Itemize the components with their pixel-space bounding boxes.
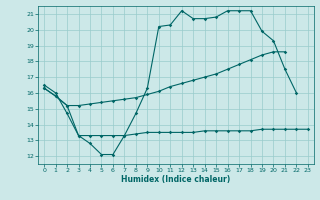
X-axis label: Humidex (Indice chaleur): Humidex (Indice chaleur)	[121, 175, 231, 184]
